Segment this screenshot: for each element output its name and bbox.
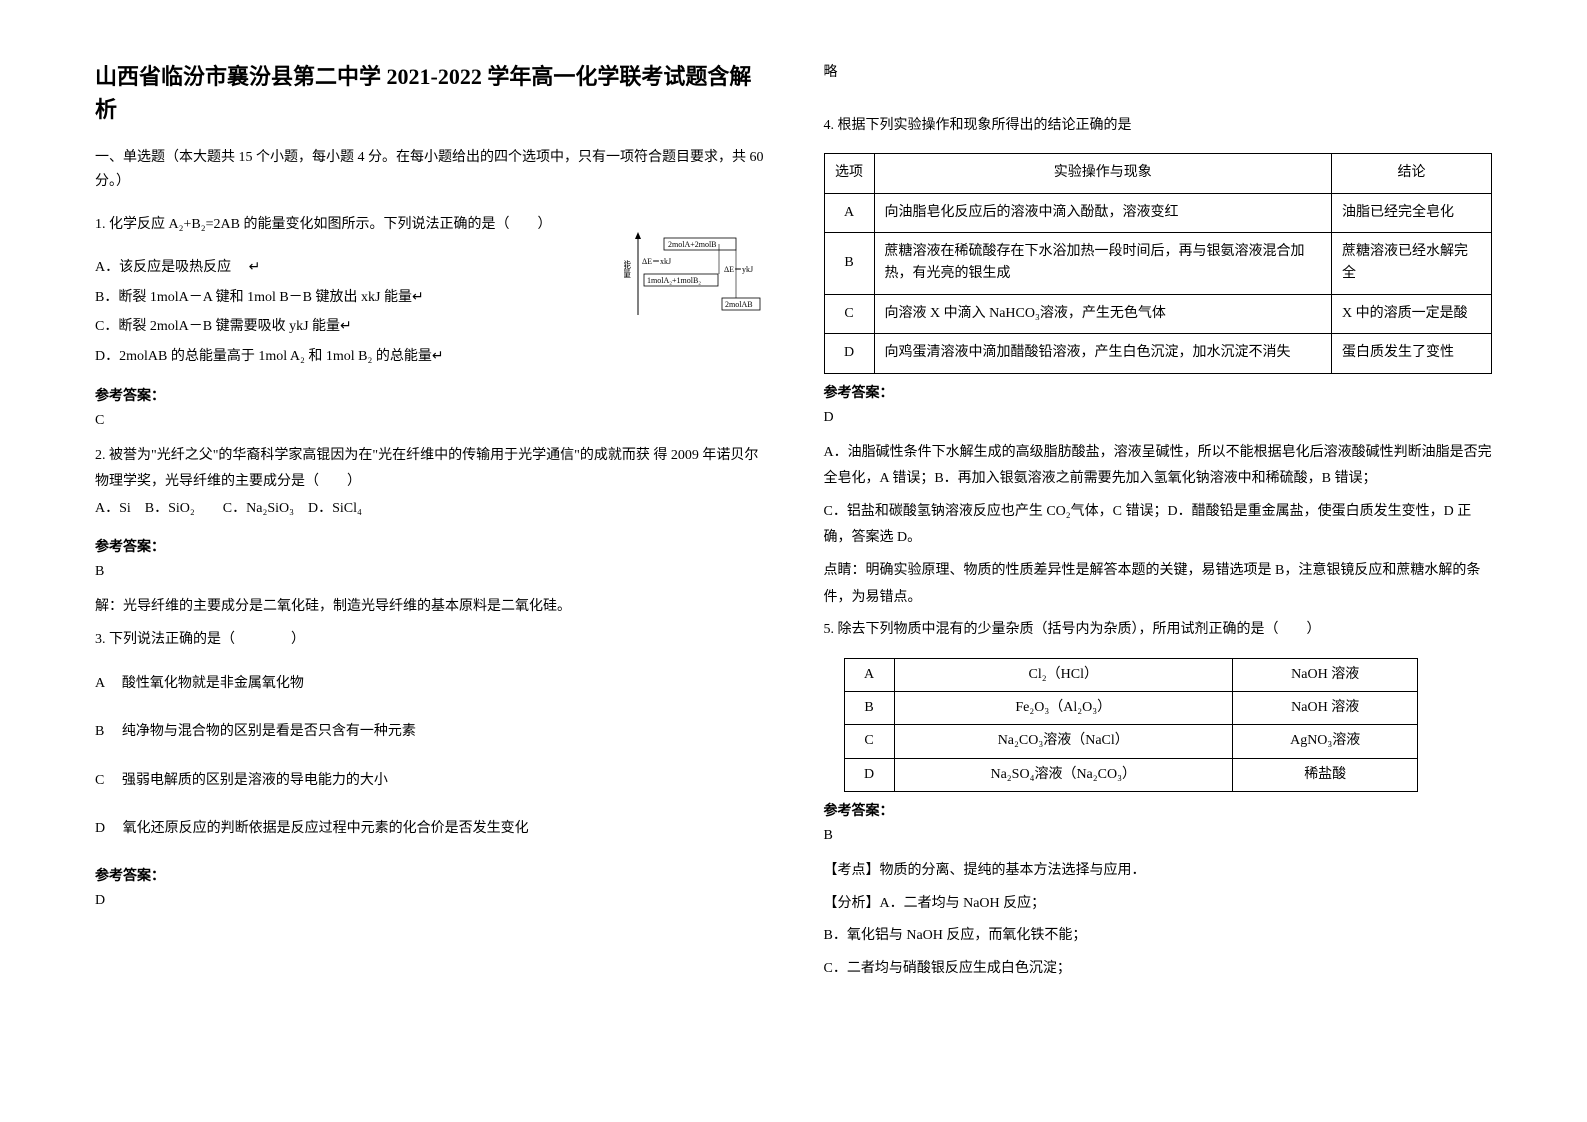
- q3-answer: D: [95, 893, 764, 909]
- section-intro: 一、单选题（本大题共 15 个小题，每小题 4 分。在每小题给出的四个选项中，只…: [95, 146, 764, 194]
- q4-explain-0: A．油脂碱性条件下水解生成的高级脂肪酸盐，溶液呈碱性，所以不能根据皂化后溶液酸碱…: [824, 440, 1493, 493]
- question-3: 3. 下列说法正确的是（ ） A 酸性氧化物就是非金属氧化物 B 纯净物与混合物…: [95, 627, 764, 843]
- q5-table: A Cl₂（HCl） NaOH 溶液 B Fe₂O₃（Al₂O₃） NaOH 溶…: [844, 658, 1419, 793]
- table-row: A Cl₂（HCl） NaOH 溶液: [844, 658, 1418, 691]
- q2-explain: 解：光导纤维的主要成分是二氧化硅，制造光导纤维的基本原料是二氧化硅。: [95, 594, 764, 621]
- q5-stem: 5. 除去下列物质中混有的少量杂质（括号内为杂质），所用试剂正确的是（ ）: [824, 617, 1493, 644]
- question-2: 2. 被誉为"光纤之父"的华裔科学家高锟因为在"光在纤维中的传输用于光学通信"的…: [95, 443, 764, 523]
- svg-text:能量: 能量: [624, 259, 631, 278]
- question-1: 1. 化学反应 A₂+B₂=2AB 的能量变化如图所示。下列说法正确的是（ ） …: [95, 212, 764, 371]
- q5-answer-label: 参考答案：: [824, 800, 1493, 820]
- table-row: B Fe₂O₃（Al₂O₃） NaOH 溶液: [844, 692, 1418, 725]
- q1-energy-diagram: 能量 2molA+2molB 1molA₂+1molB₂ 2molAB ΔE＝x…: [624, 230, 764, 320]
- table-row: C Na₂CO₃溶液（NaCl） AgNO₃溶液: [844, 725, 1418, 758]
- q4-explain-2: 点睛：明确实验原理、物质的性质差异性是解答本题的关键，易错选项是 B，注意银镜反…: [824, 558, 1493, 611]
- svg-text:1molA₂+1molB₂: 1molA₂+1molB₂: [647, 276, 701, 285]
- page-title: 山西省临汾市襄汾县第二中学 2021-2022 学年高一化学联考试题含解析: [95, 60, 764, 126]
- q1-answer: C: [95, 413, 764, 429]
- svg-text:ΔE＝xkJ: ΔE＝xkJ: [642, 257, 671, 266]
- q4-stem: 4. 根据下列实验操作和现象所得出的结论正确的是: [824, 113, 1493, 140]
- table-row: D 向鸡蛋清溶液中滴加醋酸铅溶液，产生白色沉淀，加水沉淀不消失 蛋白质发生了变性: [824, 334, 1492, 373]
- q4-th-1: 实验操作与现象: [874, 154, 1332, 193]
- q1-opt-a: A．该反应是吸热反应 ↵: [95, 255, 455, 282]
- q5-answer: B: [824, 828, 1493, 844]
- q1-opt-b: B．断裂 1molA－A 键和 1mol B－B 键放出 xkJ 能量↵: [95, 285, 455, 312]
- table-row: B 蔗糖溶液在稀硫酸存在下水浴加热一段时间后，再与银氨溶液混合加热，有光亮的银生…: [824, 232, 1492, 294]
- q3-after: 略: [824, 60, 1493, 87]
- q3-stem: 3. 下列说法正确的是（ ）: [95, 627, 764, 654]
- diag-top: 2molA+2molB: [668, 240, 717, 249]
- q3-opt-a: A 酸性氧化物就是非金属氧化物: [95, 671, 764, 698]
- q4-th-0: 选项: [824, 154, 874, 193]
- q2-stem: 2. 被誉为"光纤之父"的华裔科学家高锟因为在"光在纤维中的传输用于光学通信"的…: [95, 443, 764, 496]
- q5-explain-0: 【考点】物质的分离、提纯的基本方法选择与应用．: [824, 858, 1493, 885]
- q3-opt-c: C 强弱电解质的区别是溶液的导电能力的大小: [95, 768, 764, 795]
- q1-answer-label: 参考答案：: [95, 385, 764, 405]
- q5-explain-1: 【分析】A．二者均与 NaOH 反应；: [824, 891, 1493, 918]
- table-row: C 向溶液 X 中滴入 NaHCO₃溶液，产生无色气体 X 中的溶质一定是酸: [824, 294, 1492, 333]
- q2-answer-label: 参考答案：: [95, 536, 764, 556]
- table-row: D Na₂SO₄溶液（Na₂CO₃） 稀盐酸: [844, 758, 1418, 791]
- svg-text:ΔE＝ykJ: ΔE＝ykJ: [724, 265, 753, 274]
- q5-explain-2: B．氧化铝与 NaOH 反应，而氧化铁不能；: [824, 923, 1493, 950]
- q4-answer: D: [824, 410, 1493, 426]
- q2-opts: A．Si B．SiO₂ C．Na₂SiO₃ D．SiCl₄: [95, 496, 764, 523]
- q3-opt-d: D 氧化还原反应的判断依据是反应过程中元素的化合价是否发生变化: [95, 816, 764, 843]
- q4-table: 选项 实验操作与现象 结论 A 向油脂皂化反应后的溶液中滴入酚酞，溶液变红 油脂…: [824, 153, 1493, 373]
- q3-opt-b: B 纯净物与混合物的区别是看是否只含有一种元素: [95, 719, 764, 746]
- q4-explain-1: C．铝盐和碳酸氢钠溶液反应也产生 CO₂气体，C 错误；D．醋酸铅是重金属盐，使…: [824, 499, 1493, 552]
- q4-th-2: 结论: [1332, 154, 1492, 193]
- svg-text:2molAB: 2molAB: [725, 300, 753, 309]
- q5-explain-3: C．二者均与硝酸银反应生成白色沉淀；: [824, 956, 1493, 983]
- q2-answer: B: [95, 564, 764, 580]
- q3-answer-label: 参考答案：: [95, 865, 764, 885]
- q4-answer-label: 参考答案：: [824, 382, 1493, 402]
- q1-opt-c: C．断裂 2molA－B 键需要吸收 ykJ 能量↵: [95, 314, 455, 341]
- table-row: A 向油脂皂化反应后的溶液中滴入酚酞，溶液变红 油脂已经完全皂化: [824, 193, 1492, 232]
- q1-opt-d: D．2molAB 的总能量高于 1mol A₂ 和 1mol B₂ 的总能量↵: [95, 344, 455, 371]
